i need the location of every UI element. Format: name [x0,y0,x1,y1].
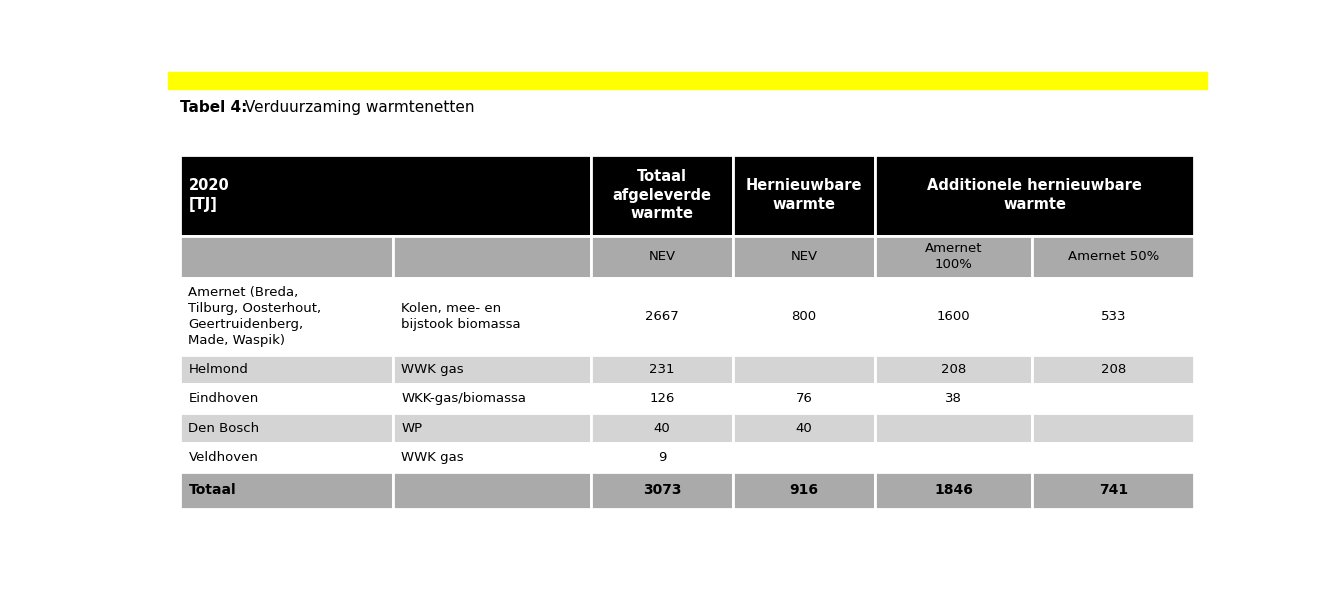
Text: Amernet (Breda,
Tilburg, Oosterhout,
Geertruidenberg,
Made, Waspik): Amernet (Breda, Tilburg, Oosterhout, Gee… [188,286,322,347]
Bar [734,384,874,414]
Text: 1846: 1846 [935,484,974,497]
Bar [591,472,734,509]
Text: 208: 208 [941,363,966,376]
Bar [734,236,874,278]
Bar [393,472,591,509]
Text: 800: 800 [791,310,817,323]
Text: Amernet 50%: Amernet 50% [1067,250,1159,264]
Text: 38: 38 [945,393,961,405]
Bar [591,236,734,278]
Bar [180,355,393,384]
Bar [1033,236,1195,278]
Text: WKK-gas/biomassa: WKK-gas/biomassa [401,393,527,405]
Bar [591,278,734,355]
Bar [734,355,874,384]
Bar [874,236,1033,278]
Text: NEV: NEV [648,250,676,264]
Bar [180,384,393,414]
Text: Additionele hernieuwbare
warmte: Additionele hernieuwbare warmte [927,178,1143,212]
Bar [168,72,1207,89]
Text: 2667: 2667 [645,310,679,323]
Text: 3073: 3073 [642,484,681,497]
Text: Kolen, mee- en
bijstook biomassa: Kolen, mee- en bijstook biomassa [401,302,522,331]
Text: 40: 40 [795,421,813,435]
Bar [591,443,734,472]
Text: 126: 126 [649,393,675,405]
Bar [1033,384,1195,414]
Bar [1033,472,1195,509]
Text: Helmond: Helmond [188,363,248,376]
Bar [180,155,591,236]
Text: 533: 533 [1101,310,1126,323]
Text: WWK gas: WWK gas [401,363,464,376]
Bar [734,414,874,443]
Bar [591,414,734,443]
Text: 9: 9 [657,451,666,464]
Bar [734,443,874,472]
Text: 231: 231 [649,363,675,376]
Bar [874,443,1033,472]
Bar [393,443,591,472]
Text: 1600: 1600 [937,310,971,323]
Bar [180,236,393,278]
Bar [1033,414,1195,443]
Bar [1033,355,1195,384]
Bar [591,155,734,236]
Bar [874,278,1033,355]
Text: Tabel 4:: Tabel 4: [180,100,248,115]
Bar [393,414,591,443]
Bar [874,472,1033,509]
Text: WP: WP [401,421,422,435]
Bar [591,384,734,414]
Bar [180,414,393,443]
Text: NEV: NEV [790,250,818,264]
Text: 741: 741 [1098,484,1128,497]
Text: Veldhoven: Veldhoven [188,451,259,464]
Text: WWK gas: WWK gas [401,451,464,464]
Bar [874,355,1033,384]
Text: Eindhoven: Eindhoven [188,393,259,405]
Bar [180,443,393,472]
Bar [874,384,1033,414]
Bar [393,236,591,278]
Bar [393,384,591,414]
Bar [734,472,874,509]
Text: 76: 76 [795,393,813,405]
Text: Verduurzaming warmtenetten: Verduurzaming warmtenetten [240,100,475,115]
Bar [1033,443,1195,472]
Bar [180,472,393,509]
Bar [591,355,734,384]
Text: Den Bosch: Den Bosch [188,421,260,435]
Text: 208: 208 [1101,363,1126,376]
Text: 40: 40 [653,421,670,435]
Text: 2020
[TJ]: 2020 [TJ] [188,178,229,212]
Text: Amernet
100%: Amernet 100% [925,242,982,271]
Bar [874,155,1195,236]
Bar [874,414,1033,443]
Bar [734,278,874,355]
Text: Hernieuwbare
warmte: Hernieuwbare warmte [746,178,862,212]
Text: 916: 916 [790,484,818,497]
Text: Totaal: Totaal [188,484,236,497]
Bar [180,278,393,355]
Bar [1033,278,1195,355]
Bar [393,278,591,355]
Bar [393,355,591,384]
Text: Totaal
afgeleverde
warmte: Totaal afgeleverde warmte [613,169,712,221]
Bar [734,155,874,236]
